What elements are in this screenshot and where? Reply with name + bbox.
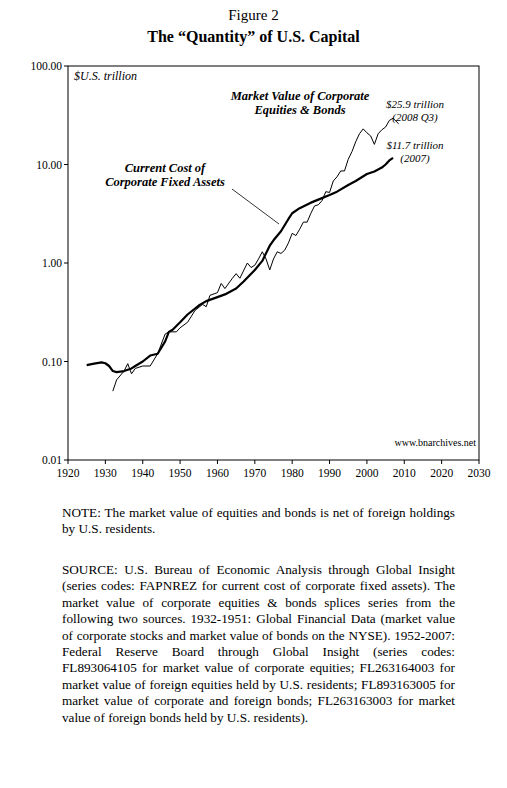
y-tick-label: 1.00 <box>42 257 62 269</box>
series-label: Market Value of CorporateEquities & Bond… <box>230 89 370 117</box>
x-tick-label: 2000 <box>355 467 378 479</box>
x-tick-label: 2030 <box>468 467 491 479</box>
subtitle: The “Quantity” of U.S. Capital <box>147 28 360 46</box>
plot-frame <box>68 66 479 460</box>
x-tick-label: 1980 <box>281 467 304 479</box>
x-tick <box>404 460 405 464</box>
x-tick <box>366 460 367 464</box>
title: Figure 2 <box>228 7 278 23</box>
series-label-line: Equities & Bonds <box>254 103 346 117</box>
series-label-line: Corporate Fixed Assets <box>105 175 225 189</box>
y-tick <box>64 361 68 362</box>
series-label-line: Market Value of Corporate <box>230 89 370 103</box>
y-axis-label: $U.S. trillion <box>74 69 137 83</box>
x-tick-label: 1950 <box>169 467 192 479</box>
y-tick-label: 0.01 <box>42 454 62 466</box>
note: NOTE: The market value of equities and b… <box>62 505 455 538</box>
annotation: $25.9 trillion <box>386 98 445 110</box>
series-line <box>113 118 399 391</box>
x-tick <box>68 460 69 464</box>
x-tick-label: 1960 <box>206 467 229 479</box>
annotation: $11.7 trillion <box>386 139 444 151</box>
annotation: www.bnarchives.net <box>394 437 476 448</box>
y-tick <box>64 66 68 67</box>
x-tick <box>217 460 218 464</box>
x-tick-label: 2020 <box>430 467 453 479</box>
x-tick <box>292 460 293 464</box>
series-label: Current Cost ofCorporate Fixed Assets <box>105 161 225 189</box>
series-label-line: Current Cost of <box>125 161 207 175</box>
x-tick <box>479 460 480 464</box>
x-tick-label: 1990 <box>318 467 341 479</box>
plot-area <box>87 118 399 391</box>
y-tick-label: 10.00 <box>36 159 62 171</box>
annotation: (2007) <box>400 152 430 165</box>
x-tick <box>254 460 255 464</box>
x-tick-label: 2010 <box>393 467 416 479</box>
y-tick-label: 0.10 <box>42 356 62 368</box>
y-tick <box>64 263 68 264</box>
annotation: (2008 Q3) <box>392 111 438 124</box>
y-tick <box>64 460 68 461</box>
x-tick <box>105 460 106 464</box>
x-tick-label: 1940 <box>131 467 154 479</box>
x-tick-label: 1970 <box>243 467 266 479</box>
y-tick <box>64 164 68 165</box>
series-line <box>87 158 393 372</box>
x-tick <box>180 460 181 464</box>
x-tick <box>441 460 442 464</box>
y-tick-label: 100.00 <box>30 60 62 72</box>
x-tick <box>142 460 143 464</box>
pointer <box>232 189 279 224</box>
source: SOURCE: U.S. Bureau of Economic Analysis… <box>62 562 455 726</box>
x-tick-label: 1920 <box>57 467 80 479</box>
x-tick <box>329 460 330 464</box>
x-tick-label: 1930 <box>94 467 117 479</box>
